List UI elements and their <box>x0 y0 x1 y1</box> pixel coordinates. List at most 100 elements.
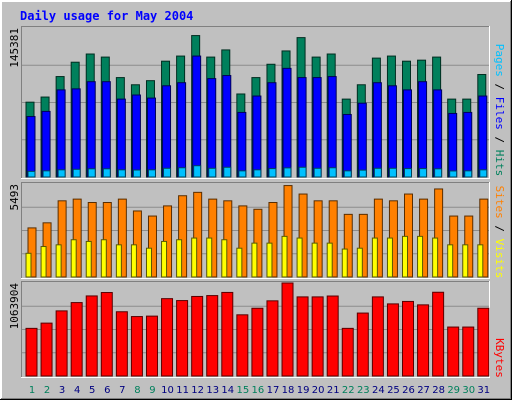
legend-pages: Pages <box>493 44 506 77</box>
bar-visits <box>447 244 454 278</box>
legend-hits-files-pages: Pages / Files / Hits <box>493 44 506 177</box>
bar-files <box>86 81 96 178</box>
day-label: 20 <box>312 385 325 396</box>
bar-files <box>237 111 247 178</box>
day-label: 9 <box>149 385 155 396</box>
bar-visits <box>145 247 152 278</box>
day-label: 14 <box>221 385 234 396</box>
bar-files <box>252 95 262 178</box>
bar-visits <box>100 239 107 278</box>
bar-pages <box>298 166 307 178</box>
day-label: 23 <box>357 385 370 396</box>
day-label: 3 <box>59 385 65 396</box>
bar-pages <box>223 166 232 178</box>
legend-sites-visits: Sites / Visits <box>493 186 506 279</box>
bar-pages <box>373 167 382 178</box>
bar-files <box>146 97 156 178</box>
day-label: 12 <box>191 385 204 396</box>
bar-pages <box>388 167 397 178</box>
day-label: 16 <box>252 385 265 396</box>
bar-visits <box>417 235 424 278</box>
day-label: 29 <box>447 385 460 396</box>
bar-files <box>327 76 337 178</box>
bar-visits <box>221 239 228 278</box>
bar-visits <box>386 237 393 278</box>
bar-sites <box>178 195 188 278</box>
bar-visits <box>326 242 333 278</box>
hits-max-label: 145381 <box>8 28 21 68</box>
bar-kbytes <box>130 316 143 377</box>
bar-files <box>56 89 66 178</box>
day-label: 11 <box>176 385 189 396</box>
bars-hits-files-pages <box>25 35 488 178</box>
bar-pages <box>479 169 488 178</box>
bar-sites <box>313 200 323 278</box>
day-label: 18 <box>282 385 295 396</box>
bar-pages <box>57 169 66 178</box>
bar-visits <box>462 244 469 278</box>
bar-visits <box>266 242 273 278</box>
day-label: 21 <box>327 385 340 396</box>
day-label: 25 <box>387 385 400 396</box>
bar-pages <box>132 169 141 178</box>
bar-files <box>131 94 141 178</box>
bar-sites <box>358 213 368 278</box>
legend-visits: Visits <box>493 239 506 279</box>
bar-visits <box>70 239 77 278</box>
bar-pages <box>328 167 337 178</box>
bar-files <box>116 98 126 178</box>
day-label: 6 <box>104 385 110 396</box>
bar-files <box>463 111 473 178</box>
bar-sites <box>72 198 82 278</box>
bar-sites <box>223 200 233 278</box>
bar-sites <box>117 198 127 278</box>
day-label: 17 <box>267 385 280 396</box>
bar-pages <box>42 170 51 178</box>
legend-files: Files <box>493 97 506 130</box>
day-label: 10 <box>161 385 174 396</box>
day-label: 8 <box>134 385 140 396</box>
day-label: 19 <box>297 385 310 396</box>
day-label: 30 <box>462 385 475 396</box>
day-labels: 1 2 3 4 5 6 7 8 9 10 11 12 13 14 15 16 17 18 19 20 21 22 23 24 2… <box>29 385 490 396</box>
bar-pages <box>178 167 187 178</box>
bar-files <box>177 82 187 178</box>
bar-visits <box>176 239 183 278</box>
bar-sites <box>147 215 157 278</box>
sites-max-label: 5493 <box>8 184 21 211</box>
bar-pages <box>102 168 111 178</box>
bar-kbytes <box>326 295 339 377</box>
kbytes-max-label: 1063904 <box>8 283 21 330</box>
bar-visits <box>161 240 168 278</box>
bar-kbytes <box>145 315 158 377</box>
bar-kbytes <box>386 303 399 377</box>
bar-kbytes <box>281 282 294 377</box>
bar-files <box>448 112 458 178</box>
bar-files <box>267 82 277 178</box>
bar-pages <box>193 165 202 178</box>
bar-sites <box>238 205 248 278</box>
bar-sites <box>434 188 444 278</box>
bar-visits <box>432 237 439 278</box>
bar-kbytes <box>356 312 369 377</box>
bar-files <box>222 75 232 178</box>
chart-title: Daily usage for May 2004 <box>20 9 193 23</box>
bar-files <box>207 78 217 178</box>
bar-pages <box>72 168 81 178</box>
bar-visits <box>251 242 258 278</box>
bar-visits <box>311 242 318 278</box>
bar-visits <box>341 248 348 278</box>
day-label: 22 <box>342 385 355 396</box>
bar-pages <box>343 170 352 178</box>
legend-kbytes: KBytes <box>493 338 506 378</box>
bar-kbytes <box>40 322 53 377</box>
bar-kbytes <box>236 314 249 377</box>
bar-files <box>433 89 443 178</box>
bar-files <box>342 113 352 178</box>
bar-sites <box>87 202 97 278</box>
day-label: 24 <box>372 385 385 396</box>
bar-kbytes <box>432 291 445 377</box>
bar-pages <box>419 168 428 178</box>
bars-kbytes <box>25 282 490 377</box>
bar-kbytes <box>251 307 264 377</box>
